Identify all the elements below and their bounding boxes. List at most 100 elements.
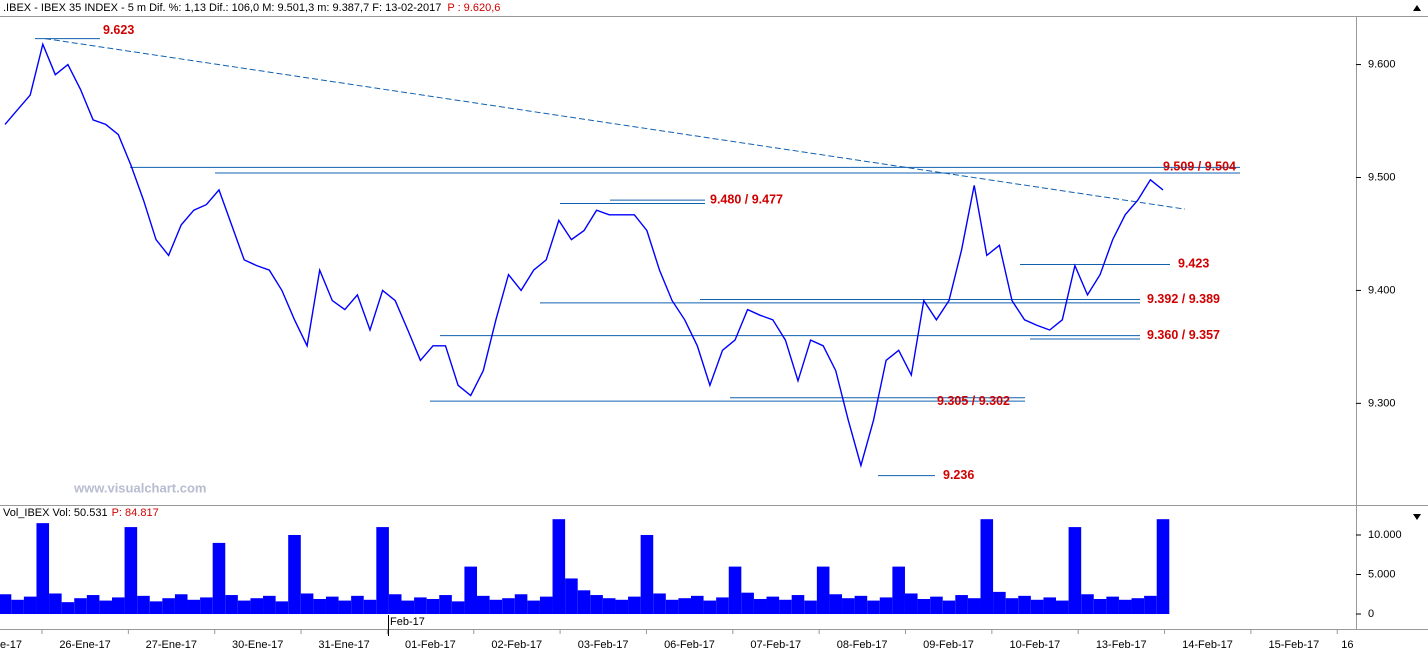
y-tick-label: 9.400 (1368, 284, 1396, 296)
volume-bar (867, 600, 880, 615)
volume-bar (124, 527, 138, 615)
volume-bar (690, 595, 704, 615)
volume-bar (275, 601, 289, 615)
volume-bar (842, 598, 855, 615)
volume-bar (502, 598, 515, 615)
volume-bar (1068, 527, 1082, 615)
x-tick-label: 02-Feb-17 (491, 639, 542, 651)
volume-title: Vol_IBEX Vol: 50.531 (3, 507, 108, 519)
volume-bar (1156, 519, 1170, 615)
volume-bar (1118, 599, 1132, 615)
volume-bar (741, 592, 754, 615)
volume-bar (174, 594, 188, 615)
volume-bar (577, 590, 591, 615)
volume-bar (904, 593, 918, 615)
volume-bar (854, 595, 868, 615)
volume-bar (338, 600, 352, 615)
volume-bar (187, 599, 201, 615)
x-tick-label: 14-Feb-17 (1182, 639, 1233, 651)
volume-bar (477, 595, 490, 615)
volume-header: Vol_IBEX Vol: 50.531 P: 84.817 (3, 507, 159, 519)
volume-bar (1081, 594, 1094, 615)
volume-bar (36, 523, 50, 615)
x-tick-label: 30-Ene-17 (232, 639, 283, 651)
x-tick-label: 06-Feb-17 (664, 639, 715, 651)
watermark: www.visualchart.com (73, 480, 206, 495)
volume-bar (552, 519, 566, 615)
x-tick-label: 27-Ene-17 (146, 639, 197, 651)
volume-bar (703, 600, 717, 615)
x-tick-label: 10-Feb-17 (1009, 639, 1060, 651)
x-tick-label: 15-Feb-17 (1269, 639, 1320, 651)
volume-bar (237, 600, 251, 615)
header-price: P : 9.620,6 (447, 2, 500, 14)
volume-bar (426, 598, 440, 615)
y-tick-label: 5.000 (1368, 568, 1396, 580)
volume-bar (602, 598, 616, 615)
y-tick-label: 9.500 (1368, 171, 1396, 183)
volume-bar (439, 595, 452, 615)
volume-bar (137, 595, 150, 615)
volume-bar (753, 598, 767, 615)
volume-bar (74, 598, 87, 615)
volume-bar (539, 596, 553, 615)
level-label: 9.423 (1178, 257, 1209, 271)
volume-bar (930, 596, 943, 615)
scroll-down[interactable] (1413, 514, 1421, 520)
volume-bar (628, 596, 641, 615)
volume-bar (1030, 599, 1044, 615)
x-tick-label: 16 (1341, 639, 1353, 651)
scroll-up[interactable] (1413, 5, 1421, 11)
volume-bar (879, 597, 893, 615)
volume-bar (728, 566, 742, 615)
level-label: 9.480 / 9.477 (710, 192, 783, 206)
volume-bar (1131, 598, 1145, 615)
volume-bar (99, 600, 112, 615)
volume-bar (665, 599, 679, 615)
volume-bar (514, 594, 528, 615)
x-tick-label: 31-Ene-17 (318, 639, 369, 651)
y-tick-label: 9.300 (1368, 397, 1396, 409)
volume-bar (225, 595, 238, 615)
month-marker: Feb-17 (390, 616, 425, 628)
volume-bar (1005, 598, 1019, 615)
volume-bar (489, 599, 503, 615)
x-tick-label: 09-Feb-17 (923, 639, 974, 651)
volume-bar (86, 595, 100, 615)
level-label: 9.236 (943, 468, 974, 482)
volume-bar (451, 601, 465, 615)
y-tick-label: 9.600 (1368, 58, 1396, 70)
volume-bar (325, 596, 339, 615)
volume-bar (816, 566, 830, 615)
volume-bar (414, 597, 427, 615)
x-tick-label: 08-Feb-17 (837, 639, 888, 651)
volume-bar (527, 600, 540, 615)
volume-bar (263, 595, 276, 615)
level-label: 9.509 / 9.504 (1163, 160, 1236, 174)
volume-bar (200, 597, 213, 615)
volume-bar (791, 595, 805, 615)
volume-bar (313, 598, 326, 615)
header: .IBEX - IBEX 35 INDEX - 5 m Dif. %: 1,13… (3, 2, 500, 14)
volume-bar (23, 596, 37, 615)
y-tick-label: 0 (1368, 608, 1374, 620)
x-tick-label: 03-Feb-17 (578, 639, 629, 651)
volume-bar (804, 600, 817, 615)
volume-bar (565, 578, 578, 615)
volume-bar (11, 599, 24, 615)
volume-bar (615, 599, 629, 615)
volume-bar (49, 593, 62, 615)
volume-bar (590, 595, 603, 615)
volume-bar (653, 593, 666, 615)
header-text: .IBEX - IBEX 35 INDEX - 5 m Dif. %: 1,13… (3, 2, 441, 14)
volume-bar (149, 601, 163, 615)
volume-bar (1144, 595, 1157, 615)
volume-bar (1056, 600, 1069, 615)
volume-bar (61, 602, 75, 615)
x-tick-label: 13-Feb-17 (1096, 639, 1147, 651)
volume-bar (942, 600, 956, 615)
volume-bar (388, 594, 402, 615)
